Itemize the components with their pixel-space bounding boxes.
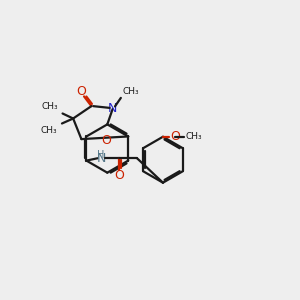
Text: O: O (101, 134, 111, 147)
Text: O: O (114, 169, 124, 182)
Text: O: O (171, 130, 181, 143)
Text: CH₃: CH₃ (41, 102, 58, 111)
Text: CH₃: CH₃ (122, 86, 139, 95)
Text: CH₃: CH₃ (185, 132, 202, 141)
Text: CH₃: CH₃ (40, 126, 57, 135)
Text: N: N (108, 102, 118, 115)
Text: N: N (97, 152, 106, 165)
Text: O: O (76, 85, 86, 98)
Text: H: H (97, 150, 104, 160)
